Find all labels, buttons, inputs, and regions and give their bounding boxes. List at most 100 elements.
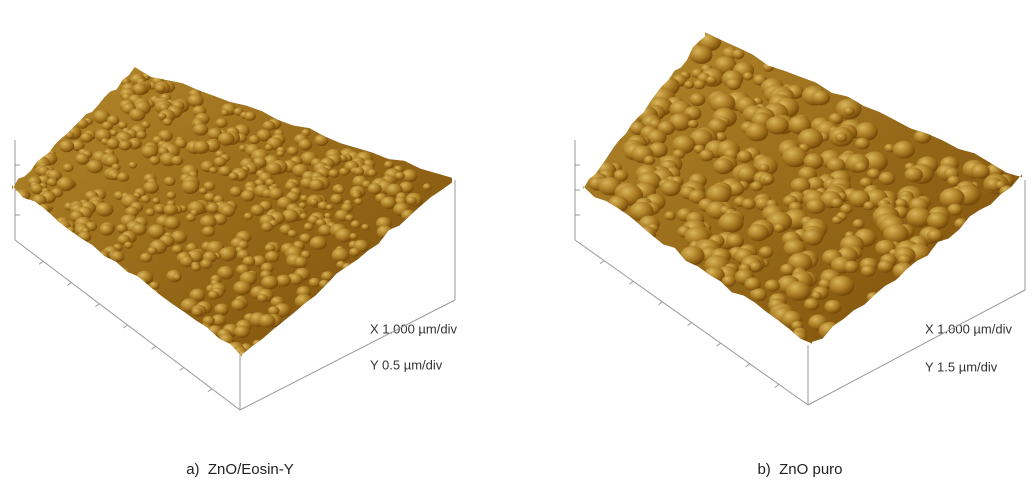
grain [221,109,229,116]
grain [265,144,274,151]
grain [100,224,114,235]
grain [713,158,733,174]
grain [747,224,768,241]
grain [867,292,881,303]
grain [804,298,819,310]
grain [345,214,354,221]
grain [166,191,176,199]
grain [80,133,93,143]
tick [124,325,128,328]
grain [330,194,343,204]
grain [336,187,344,194]
grain [214,157,227,167]
grain [173,274,181,281]
grain [361,224,369,231]
tick [688,323,692,326]
grain [314,135,328,146]
grain [164,217,180,230]
grain [827,158,846,173]
grain [384,161,394,169]
grain [234,326,250,339]
grain [423,183,432,190]
grain [766,116,789,134]
grain [844,261,859,273]
grain [304,223,314,231]
grain [164,204,178,215]
grain [726,234,744,248]
grain [265,251,280,263]
grain [251,205,265,216]
grain [368,183,382,194]
grain [276,151,284,157]
grain [999,186,1014,198]
grain [309,179,324,191]
grain [855,122,878,141]
grain [96,202,114,216]
grain [63,163,74,172]
grain [149,156,160,165]
grain [802,229,823,246]
grain [59,140,74,152]
grain [349,248,360,257]
grain [228,172,238,180]
grain [339,168,349,176]
grain [699,150,714,162]
grain [825,300,842,314]
grain [742,198,756,209]
grain [129,108,145,121]
grain [193,141,210,154]
grain [855,138,870,150]
grain [171,156,183,166]
grain [861,265,875,276]
grain [349,233,357,240]
tick [95,304,99,307]
grain [954,218,967,228]
grain [202,226,215,236]
grain [155,205,165,213]
x-scale: X 1.000 µm/div [370,321,457,336]
grain [287,146,299,155]
grain [377,225,393,238]
grain [893,263,914,280]
grain [854,162,867,173]
x-scale: X 1.000 µm/div [925,321,1012,336]
grain [252,340,262,348]
grain [289,274,303,285]
grain [401,210,415,221]
grain [644,156,656,165]
grain [791,330,807,343]
grain [704,267,725,284]
grain [188,94,204,107]
tick [746,364,750,367]
grain [927,212,949,229]
caption: a) ZnO/Eosin-Y [186,461,294,478]
grain [309,278,321,287]
tick [658,302,662,305]
grain [139,279,147,285]
grain [328,169,339,178]
grain [192,307,203,316]
grain [244,213,253,220]
grain [186,214,196,222]
grain [87,160,104,173]
grain [732,49,744,59]
grain [608,196,629,213]
grain [149,289,159,297]
grain [737,150,752,162]
grain [321,271,333,281]
grain [689,93,705,106]
grain [867,168,880,179]
grain [136,131,146,139]
tick [600,261,604,264]
afm-surface [12,66,452,359]
panel-a: X 1.000 µm/div Y 0.5 µm/div a) ZnO/Eosin… [12,66,457,478]
grain [288,230,298,238]
grain [129,162,138,169]
grain [191,264,200,271]
grain [15,190,30,202]
grain [782,147,808,168]
grain [948,204,963,216]
grain [209,167,217,174]
grain [244,112,256,121]
grain [117,172,129,182]
